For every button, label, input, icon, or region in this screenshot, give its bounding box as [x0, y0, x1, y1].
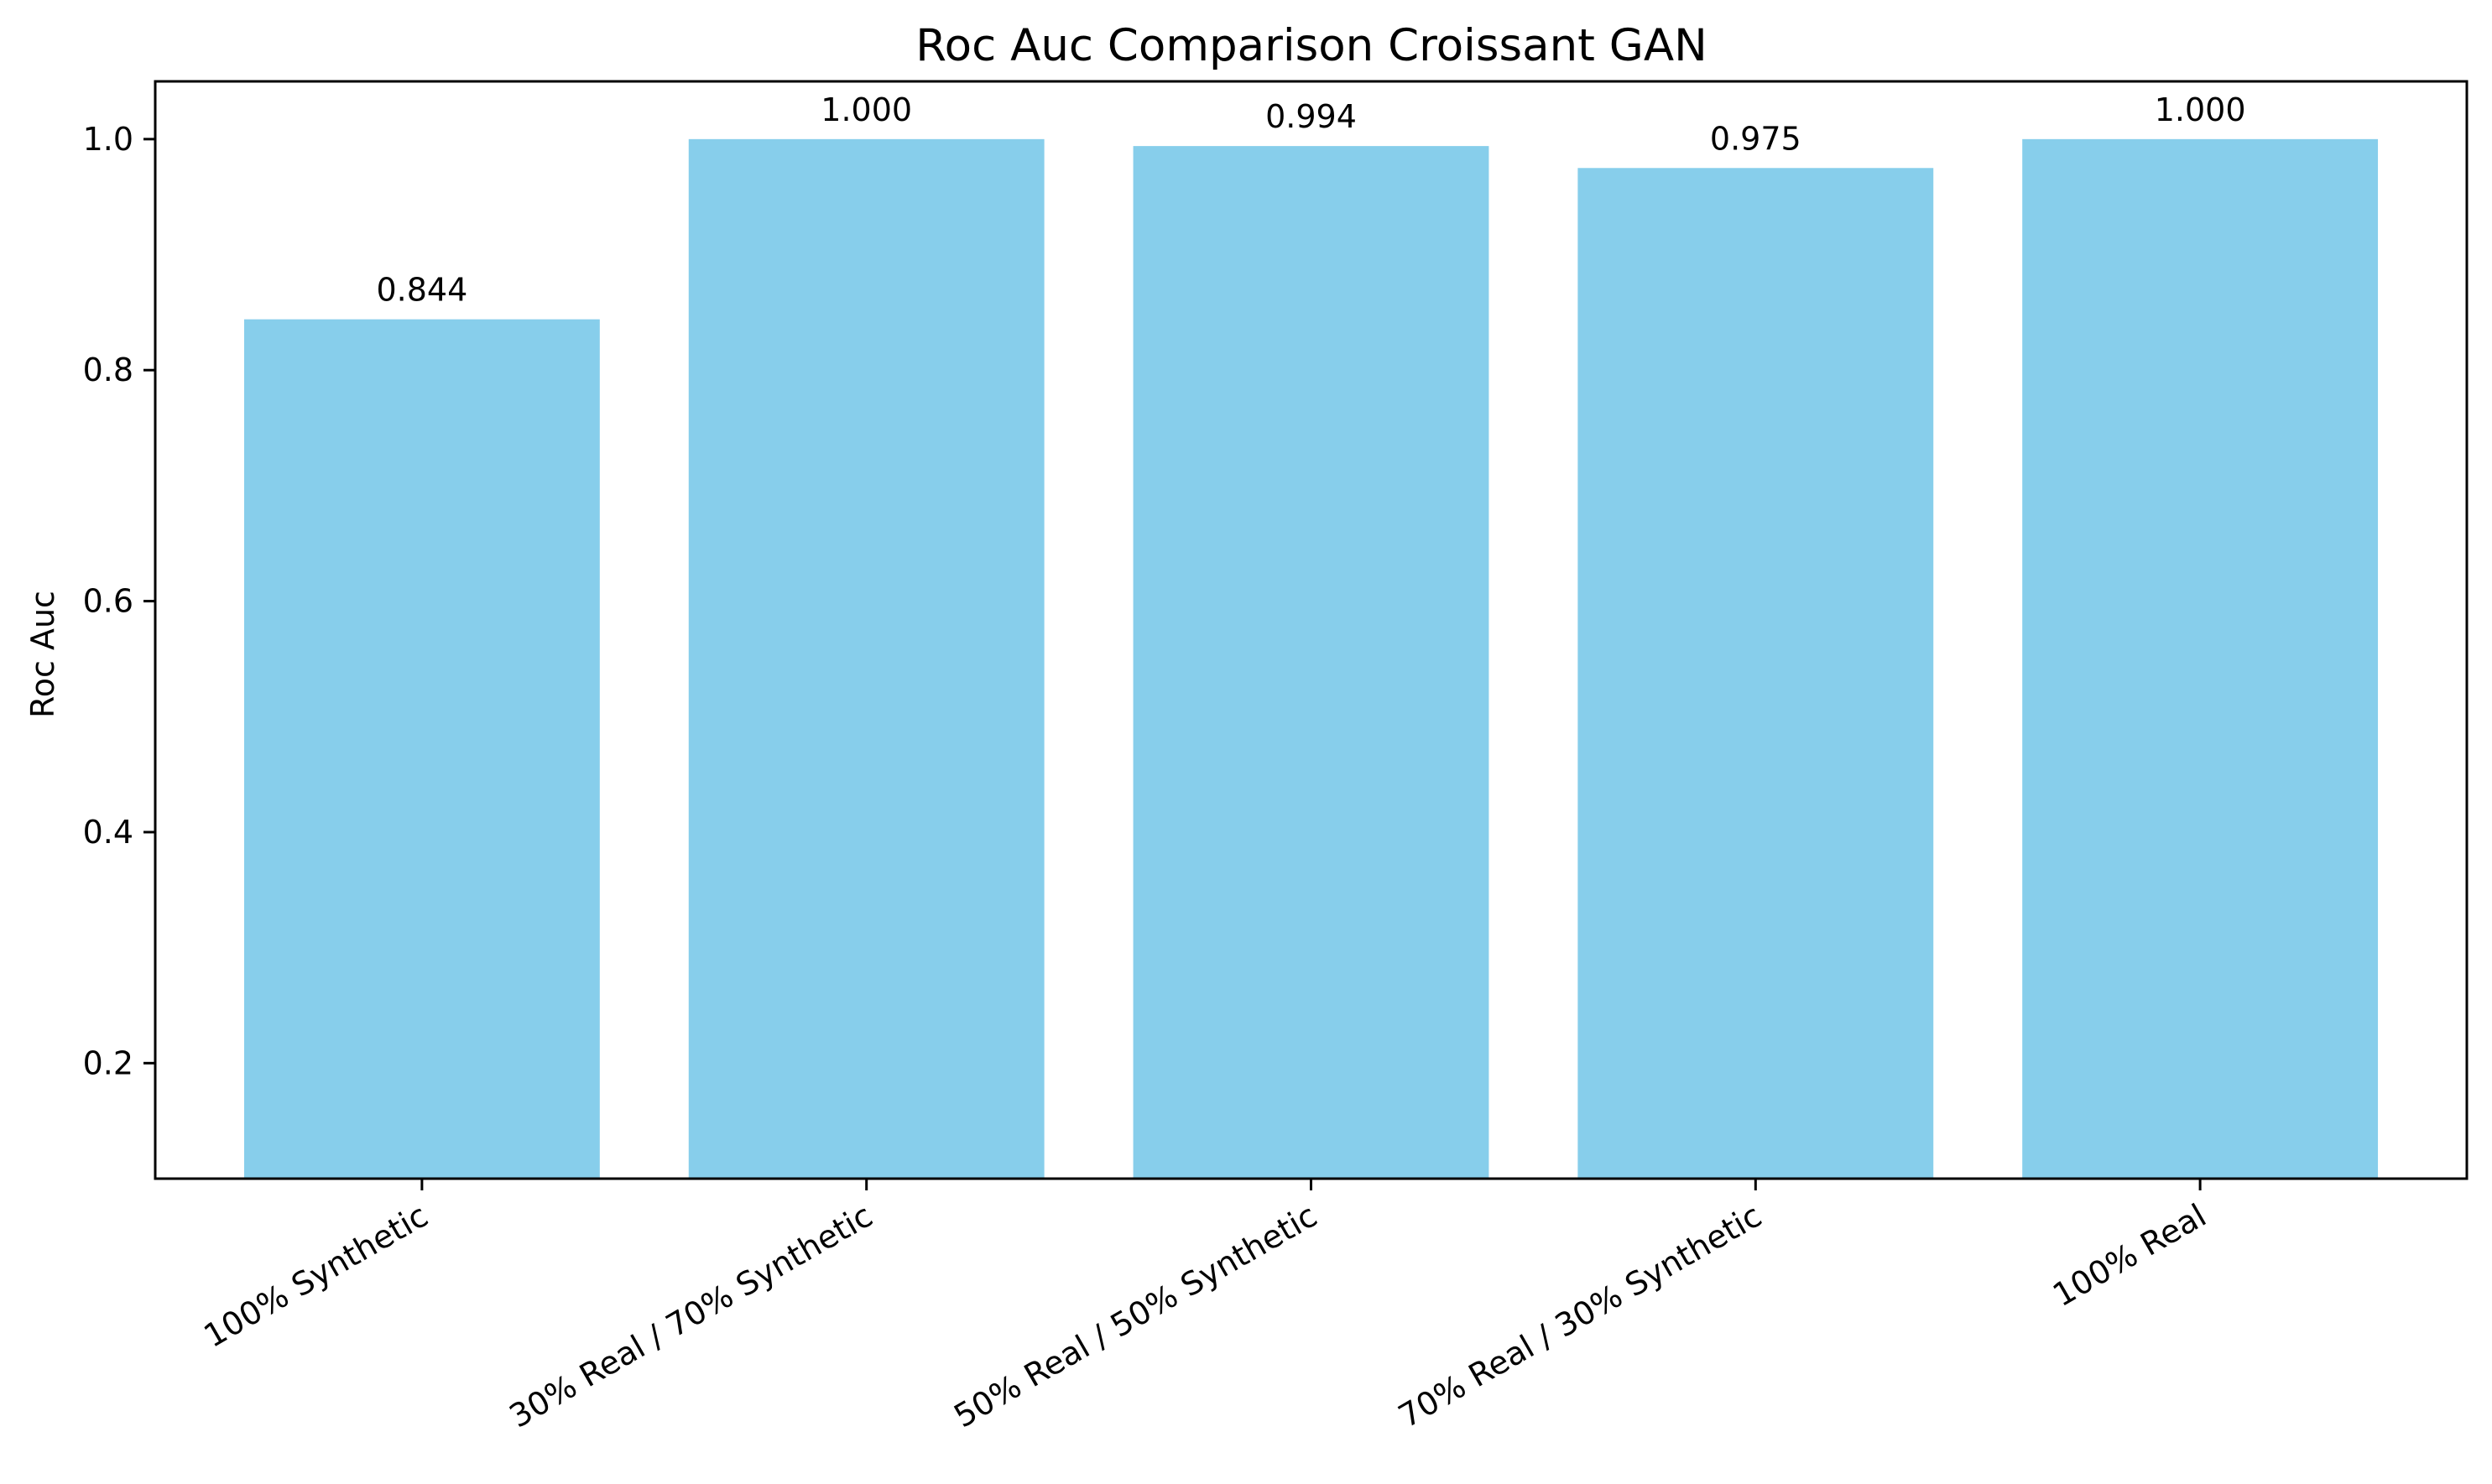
bars-layer [243, 138, 2379, 1179]
y-tick-label: 0.2 [83, 1044, 133, 1081]
bar [1133, 146, 1489, 1179]
bar-value-label: 0.844 [376, 272, 467, 309]
y-tick-label: 0.6 [83, 583, 133, 620]
bar-value-label: 1.000 [2155, 91, 2246, 128]
plot-area-frame [154, 80, 2469, 1180]
y-axis-ticks: 0.2 0.4 0.6 0.8 1.0 [83, 121, 155, 1081]
bar [243, 319, 600, 1179]
bar [2022, 138, 2379, 1179]
bar-value-label: 0.975 [1710, 120, 1801, 157]
y-tick-label: 0.8 [83, 351, 133, 388]
y-tick-label: 0.4 [83, 814, 133, 851]
value-labels-layer: 0.844 1.000 0.994 0.975 1.000 [376, 91, 2245, 309]
bar [1577, 168, 1934, 1179]
y-tick-label: 1.0 [83, 121, 133, 158]
y-axis-label: Roc Auc [24, 591, 61, 718]
bar-value-label: 0.994 [1265, 98, 1357, 135]
bar-value-label: 1.000 [821, 91, 912, 128]
bar [688, 138, 1045, 1179]
chart-title: Roc Auc Comparison Croissant GAN [915, 20, 1707, 71]
